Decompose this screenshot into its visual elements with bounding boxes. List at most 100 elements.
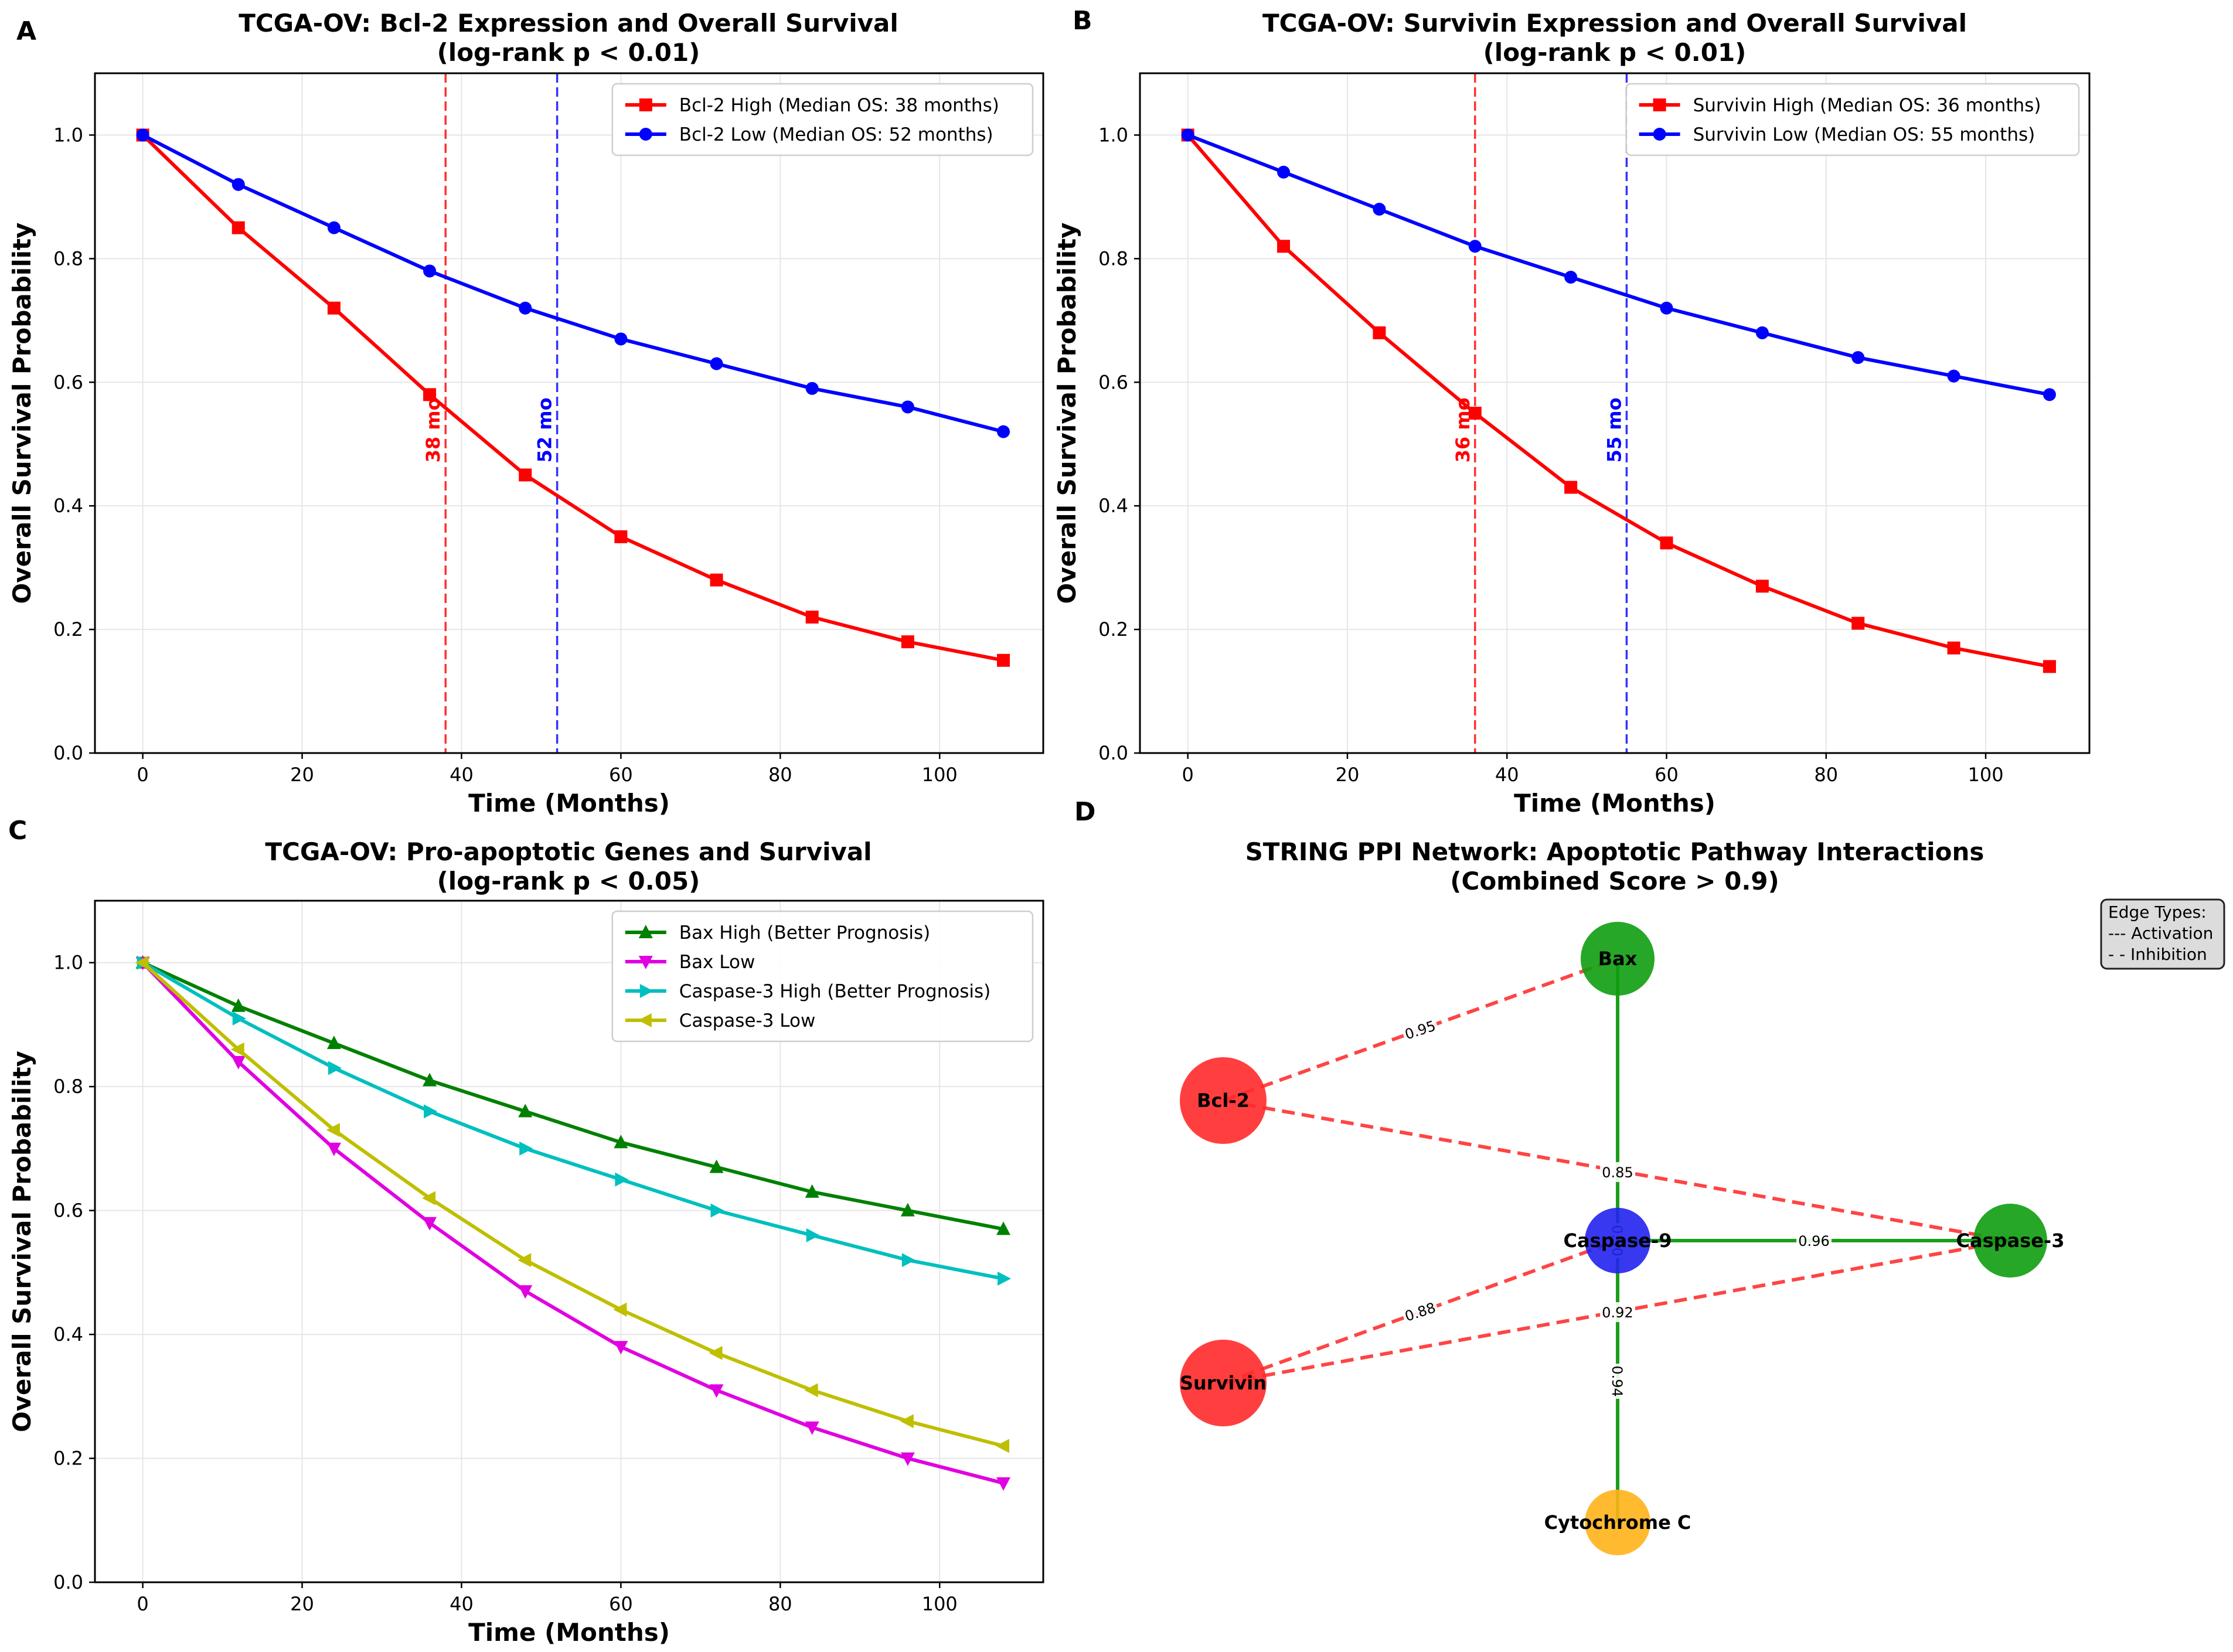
series-line-2 bbox=[142, 961, 1004, 1280]
median-label: 38 mo bbox=[422, 397, 444, 462]
edge-label-bg bbox=[1796, 1231, 1832, 1251]
y-tick-label: 0.0 bbox=[1098, 742, 1128, 764]
x-tick-label: 0 bbox=[1182, 764, 1194, 786]
data-point bbox=[1373, 326, 1386, 339]
legend-box bbox=[611, 83, 1034, 156]
edge-label-bg bbox=[1400, 1014, 1440, 1045]
legend-swatch-marker bbox=[638, 925, 653, 938]
median-label: 55 mo bbox=[1603, 397, 1625, 462]
panel-a-km-chart: 38 mo 52 mo 0 20 40 60 80 100 0.0 0.2 0.4 0.6 0.8 1.0… bbox=[8, 72, 1044, 818]
network-node-label: Survivin bbox=[1180, 1372, 1267, 1394]
data-point bbox=[1660, 536, 1673, 550]
data-point bbox=[901, 400, 914, 414]
median-label: 36 mo bbox=[1452, 397, 1474, 462]
panel-d-network: 0.950.850.880.920.900.960.94BaxBcl-2Casp… bbox=[1180, 922, 2064, 1555]
data-point bbox=[805, 1421, 819, 1435]
x-tick-label: 60 bbox=[1655, 764, 1679, 786]
legend-entry-label: Caspase-3 Low bbox=[679, 1010, 816, 1031]
y-tick-label: 0.4 bbox=[1098, 495, 1128, 517]
legend-swatch-marker bbox=[1653, 128, 1666, 141]
data-point bbox=[805, 382, 819, 395]
x-tick-label: 0 bbox=[137, 764, 148, 786]
median-label: 52 mo bbox=[534, 397, 556, 462]
series-line-1 bbox=[141, 961, 1004, 1485]
edge-score-label: 0.85 bbox=[1602, 1164, 1633, 1181]
y-tick-label: 0.6 bbox=[53, 1200, 83, 1222]
series-line-1 bbox=[142, 133, 1004, 434]
network-node bbox=[1585, 1490, 1650, 1555]
plot-frame bbox=[94, 72, 1044, 754]
edge-score-label: 0.96 bbox=[1798, 1233, 1829, 1249]
y-tick-label: 0.8 bbox=[1098, 247, 1128, 270]
network-legend-title: Edge Types: bbox=[2108, 902, 2207, 922]
network-legend-activation: --- Activation bbox=[2108, 924, 2213, 943]
data-point bbox=[1755, 326, 1769, 339]
network-node bbox=[1973, 1204, 2047, 1278]
data-point bbox=[710, 573, 723, 587]
panel-letter-b: B bbox=[1073, 6, 1092, 36]
data-point bbox=[901, 1253, 915, 1268]
data-point bbox=[519, 468, 532, 482]
data-point bbox=[1277, 165, 1291, 179]
y-tick-label: 0.0 bbox=[53, 1571, 83, 1593]
data-point bbox=[423, 264, 437, 278]
y-tick-label: 0.2 bbox=[53, 618, 83, 641]
x-tick-label: 20 bbox=[290, 1593, 314, 1615]
data-point bbox=[996, 1221, 1011, 1235]
data-point bbox=[231, 998, 246, 1012]
data-point bbox=[614, 332, 628, 346]
legend-box bbox=[1625, 83, 2080, 156]
data-point bbox=[615, 1172, 629, 1187]
plot-frame bbox=[1139, 72, 2091, 754]
panel-c-title-line1: TCGA-OV: Pro-apoptotic Genes and Surviva… bbox=[265, 837, 872, 866]
data-point bbox=[900, 1452, 915, 1466]
data-point bbox=[1468, 240, 1482, 253]
panel-letter-a: A bbox=[16, 16, 36, 46]
data-point bbox=[900, 1203, 915, 1217]
network-legend: Edge Types: --- Activation - - Inhibitio… bbox=[2100, 898, 2225, 970]
legend: Bax High (Better Prognosis) Bax Low Caspas… bbox=[611, 910, 1034, 1043]
y-tick-label: 1.0 bbox=[53, 124, 83, 146]
data-point bbox=[232, 178, 245, 191]
edge-score-label: 0.94 bbox=[1609, 1365, 1625, 1396]
x-tick-label: 20 bbox=[1336, 764, 1360, 786]
data-point bbox=[804, 1383, 818, 1398]
legend-box bbox=[611, 910, 1034, 1043]
x-tick-label: 80 bbox=[768, 1593, 792, 1615]
legend-swatch-marker bbox=[638, 1013, 652, 1027]
series-line-0 bbox=[1186, 134, 2050, 669]
data-point bbox=[327, 221, 341, 234]
data-point bbox=[136, 128, 149, 142]
data-point bbox=[614, 1135, 628, 1149]
y-axis-label: Overall Survival Probability bbox=[1053, 223, 1081, 604]
data-point bbox=[709, 1384, 724, 1398]
data-point bbox=[423, 1072, 437, 1086]
x-tick-label: 100 bbox=[1968, 764, 2003, 786]
x-axis-label: Time (Months) bbox=[468, 1618, 670, 1647]
data-point bbox=[326, 1123, 340, 1137]
data-point bbox=[423, 1217, 437, 1231]
data-point bbox=[1755, 580, 1769, 593]
network-node-label: Cytochrome C bbox=[1544, 1511, 1691, 1534]
data-point bbox=[710, 357, 723, 370]
series-line-1 bbox=[1187, 133, 2050, 397]
legend-entry-label: Bax Low bbox=[679, 952, 755, 973]
data-point bbox=[423, 388, 437, 401]
panel-b-title-line1: TCGA-OV: Survivin Expression and Overall… bbox=[1262, 9, 1967, 38]
x-tick-label: 20 bbox=[290, 764, 314, 786]
x-tick-label: 40 bbox=[1495, 764, 1519, 786]
data-point bbox=[328, 1061, 342, 1075]
legend-swatch-marker bbox=[638, 956, 653, 969]
y-tick-label: 0.2 bbox=[53, 1447, 83, 1470]
data-point bbox=[614, 1341, 628, 1355]
panel-letter-c: C bbox=[8, 816, 27, 846]
data-point bbox=[998, 1271, 1012, 1286]
x-tick-label: 60 bbox=[609, 1593, 633, 1615]
y-tick-label: 1.0 bbox=[53, 952, 83, 974]
y-tick-label: 0.4 bbox=[53, 1323, 83, 1346]
data-point bbox=[518, 1285, 533, 1299]
legend-swatch-marker bbox=[639, 128, 652, 141]
y-tick-label: 0.2 bbox=[1098, 618, 1128, 641]
x-tick-label: 80 bbox=[768, 764, 792, 786]
